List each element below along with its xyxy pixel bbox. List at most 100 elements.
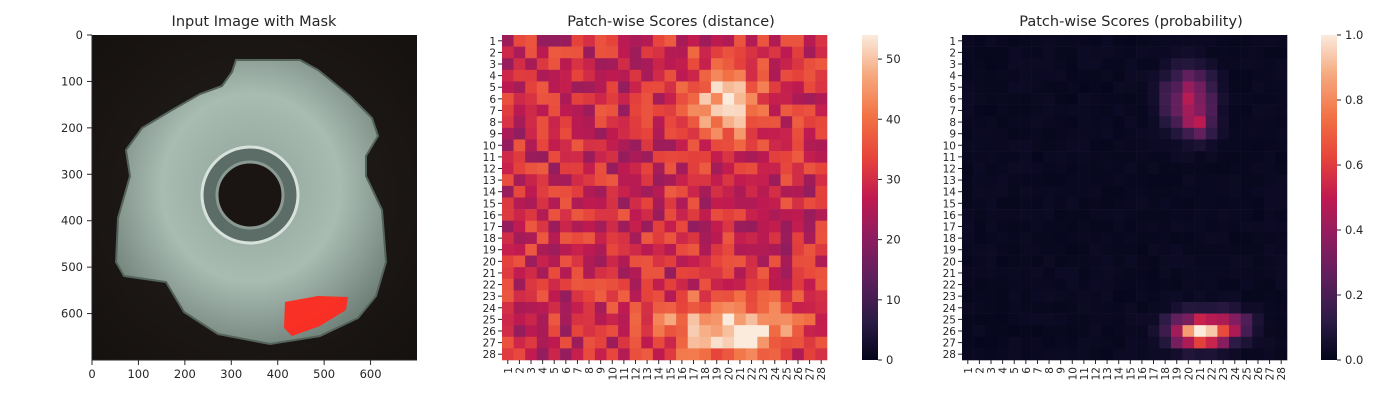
- row-label: 1: [949, 36, 956, 48]
- heatmap-cell: [1194, 104, 1207, 117]
- heatmap-cell: [1031, 116, 1044, 129]
- heatmap-cell: [1217, 139, 1230, 152]
- heatmap-cell: [687, 232, 700, 245]
- heatmap-cell: [583, 81, 596, 94]
- heatmap-cell: [560, 325, 572, 338]
- heatmap-cell: [1043, 162, 1056, 175]
- heatmap-cell: [571, 348, 584, 361]
- heatmap-cell: [583, 58, 596, 71]
- heatmap-cell: [1136, 139, 1149, 152]
- heatmap-cell: [1159, 35, 1172, 47]
- heatmap-cell: [536, 243, 549, 256]
- heatmap-cell: [722, 243, 735, 256]
- heatmap-cell: [664, 174, 677, 187]
- heatmap-cell: [618, 290, 630, 303]
- heatmap-cell: [594, 58, 607, 71]
- heatmap-cell: [803, 174, 816, 187]
- heatmap-cell: [664, 336, 677, 349]
- heatmap-cell: [1240, 197, 1253, 210]
- heatmap-cell: [722, 185, 735, 198]
- heatmap-cell: [525, 278, 538, 291]
- heatmap-cell: [1112, 151, 1125, 163]
- heatmap-cell: [1275, 116, 1288, 129]
- heatmap-cell: [618, 232, 630, 245]
- heatmap-cell: [606, 243, 619, 256]
- heatmap-cell: [1112, 255, 1125, 268]
- heatmap-cell: [780, 151, 793, 163]
- heatmap-cell: [1205, 220, 1218, 233]
- heatmap-cell: [1170, 69, 1183, 82]
- heatmap-cell: [618, 313, 630, 326]
- heatmap-cell: [513, 267, 526, 280]
- heatmap-cell: [583, 290, 596, 303]
- heatmap-cell: [962, 174, 974, 187]
- heatmap-cell: [1159, 185, 1172, 198]
- heatmap-cell: [757, 313, 770, 326]
- heatmap-cell: [962, 35, 974, 47]
- heatmap-cell: [962, 81, 974, 94]
- heatmap-cell: [594, 69, 607, 82]
- heatmap-cell: [502, 69, 514, 82]
- heatmap-cell: [606, 58, 619, 71]
- heatmap-cell: [1217, 209, 1230, 222]
- heatmap-cell: [1054, 69, 1067, 82]
- heatmap-cell: [1020, 220, 1032, 233]
- heatmap-cell: [1275, 348, 1288, 361]
- heatmap-cell: [768, 104, 781, 117]
- heatmap-cell: [962, 151, 974, 163]
- heatmap-cell: [1066, 151, 1079, 163]
- heatmap-cell: [1252, 290, 1265, 303]
- heatmap-cell: [1078, 220, 1090, 233]
- heatmap-cell: [745, 116, 758, 129]
- heatmap-cell: [1066, 46, 1079, 59]
- heatmap-cell: [1078, 174, 1090, 187]
- heatmap-cell: [1066, 185, 1079, 198]
- heatmap-cell: [1101, 58, 1114, 71]
- row-label: 5: [949, 82, 956, 94]
- heatmap-cell: [1008, 162, 1021, 175]
- heatmap-cell: [1078, 104, 1090, 117]
- heatmap-cell: [710, 139, 723, 152]
- heatmap-cell: [594, 348, 607, 361]
- heatmap-cell: [1124, 220, 1137, 233]
- heatmap-cell: [502, 243, 514, 256]
- heatmap-cell: [1194, 46, 1207, 59]
- heatmap-cell: [1136, 104, 1149, 117]
- heatmap-cell: [1054, 127, 1067, 140]
- heatmap-cell: [652, 174, 665, 187]
- heatmap-cell: [618, 301, 630, 314]
- heatmap-cell: [606, 325, 619, 338]
- heatmap-cell: [1228, 220, 1241, 233]
- probability-title: Patch-wise Scores (probability): [1019, 14, 1242, 30]
- heatmap-cell: [1124, 116, 1137, 129]
- col-label: 12: [630, 367, 642, 380]
- heatmap-cell: [699, 174, 712, 187]
- heatmap-cell: [792, 58, 805, 71]
- heatmap-cell: [962, 255, 974, 268]
- heatmap-cell: [1008, 46, 1021, 59]
- heatmap-cell: [1112, 348, 1125, 361]
- heatmap-cell: [536, 116, 549, 129]
- heatmap-cell: [536, 46, 549, 59]
- heatmap-cell: [1263, 127, 1276, 140]
- heatmap-cell: [606, 81, 619, 94]
- heatmap-cell: [687, 139, 700, 152]
- heatmap-cell: [1205, 151, 1218, 163]
- heatmap-cell: [1182, 313, 1195, 326]
- heatmap-cell: [1228, 139, 1241, 152]
- heatmap-cell: [1043, 81, 1056, 94]
- row-label: 27: [943, 338, 956, 350]
- heatmap-cell: [699, 313, 712, 326]
- heatmap-cell: [803, 139, 816, 152]
- heatmap-cell: [502, 267, 514, 280]
- heatmap-cell: [699, 58, 712, 71]
- heatmap-cell: [1159, 325, 1172, 338]
- heatmap-cell: [973, 348, 986, 361]
- heatmap-cell: [571, 197, 584, 210]
- heatmap-cell: [513, 220, 526, 233]
- heatmap-cell: [1089, 267, 1102, 280]
- heatmap-cell: [502, 46, 514, 59]
- heatmap-cell: [1089, 313, 1102, 326]
- image-x-tick-label: 300: [220, 367, 242, 381]
- heatmap-cell: [1066, 104, 1079, 117]
